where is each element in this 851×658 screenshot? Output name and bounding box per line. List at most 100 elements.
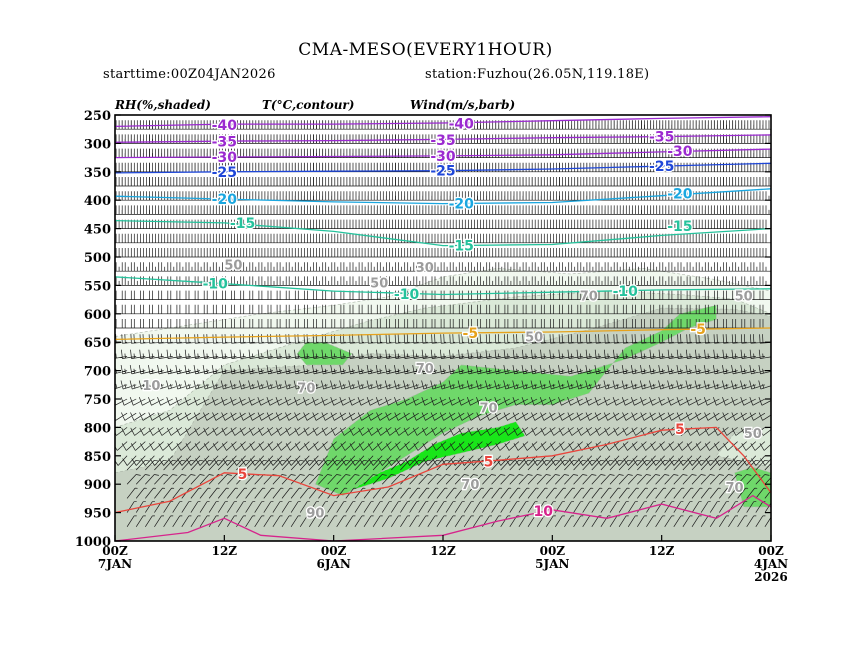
temp-contour-label: -35 <box>430 133 455 149</box>
legend-wind-label: Wind(m/s,barb) <box>410 98 516 112</box>
y-tick-label: 850 <box>84 450 111 465</box>
wind-barb-row <box>115 396 771 406</box>
x-tick-label: 00Z <box>321 544 347 558</box>
y-tick-label: 600 <box>84 308 111 323</box>
wind-barb-layer <box>115 120 771 527</box>
temp-contour-label: -10 <box>613 284 639 300</box>
wind-barb-row <box>115 205 771 215</box>
temp-contour <box>115 494 771 541</box>
temp-contour <box>115 219 771 247</box>
y-tick-label: 650 <box>84 336 111 351</box>
temp-contour-label: -40 <box>212 118 238 134</box>
temp-contour-label: -20 <box>212 192 238 208</box>
wind-barb-row <box>126 459 771 471</box>
temp-contour-label: 5 <box>675 422 685 438</box>
temp-contour-label: -15 <box>449 239 474 255</box>
temp-contour-label: -20 <box>449 197 475 213</box>
rh-contour-label: 30 <box>416 261 434 276</box>
wind-barb-row <box>115 319 771 329</box>
x-tick-date: 4JAN <box>754 557 788 571</box>
x-tick-date: 6JAN <box>317 557 351 571</box>
wind-barb-row <box>115 177 771 187</box>
temp-contour <box>115 188 771 205</box>
y-tick-label: 1000 <box>75 535 111 550</box>
temp-contour <box>115 426 771 514</box>
y-tick-label: 950 <box>84 507 111 522</box>
temp-contour-label: 10 <box>533 504 553 520</box>
legend-rh-label: RH(%,shaded) <box>115 98 211 112</box>
y-tick-label: 400 <box>84 194 111 209</box>
rh-contour-label: 50 <box>735 290 753 305</box>
station-label: station:Fuzhou(26.05N,119.18E) <box>425 67 650 82</box>
legend-temp-label: T(°C,contour) <box>262 98 355 112</box>
temp-contour-label: -35 <box>212 135 237 151</box>
rh-contour-label: 70 <box>416 362 434 377</box>
y-tick-label: 800 <box>84 421 111 436</box>
y-tick-label: 500 <box>84 251 111 266</box>
x-tick-label: 12Z <box>649 544 675 558</box>
rh-contour-label: 70 <box>480 402 498 417</box>
temperature-contour-layer <box>115 116 771 541</box>
wind-barb-row <box>115 349 771 359</box>
temp-contour-label: -30 <box>667 144 693 160</box>
wind-barb-row <box>126 501 771 513</box>
y-tick-label: 350 <box>84 166 111 181</box>
temp-contour-label: -30 <box>212 150 238 166</box>
x-tick-date: 5JAN <box>535 557 569 571</box>
x-tick-label: 12Z <box>430 544 456 558</box>
temp-contour-label: -35 <box>649 130 674 146</box>
y-tick-label: 750 <box>84 393 111 408</box>
temp-contour-label: -20 <box>667 186 693 202</box>
wind-barb-row <box>115 380 771 390</box>
contour-label-layer: -40 -40-35 -35 -35-30 -30 -30-25 -25 -25-20 -20-… <box>141 115 763 523</box>
y-tick-label: 450 <box>84 223 111 238</box>
rh-contour-label: 70 <box>461 478 479 493</box>
temp-contour <box>115 162 771 174</box>
temp-contour-label: -15 <box>667 219 692 235</box>
wind-barb-row <box>126 474 771 485</box>
x-tick-label: 00Z <box>102 544 128 558</box>
x-tick-date: 7JAN <box>98 557 132 571</box>
rh-contour-label: 10 <box>142 379 160 394</box>
temp-contour <box>115 327 771 341</box>
rh-contour-label: 70 <box>297 382 315 397</box>
starttime-label: starttime:00Z04JAN2026 <box>103 67 276 82</box>
wind-barb-row <box>115 120 771 130</box>
temp-contour <box>115 116 771 128</box>
wind-barb-row <box>115 412 771 421</box>
rh-contour-label: 70 <box>726 481 744 496</box>
y-tick-label: 300 <box>84 137 111 152</box>
wind-barb-row <box>115 441 771 451</box>
rh-contour-label: 50 <box>525 331 543 346</box>
temp-contour-label: -30 <box>430 149 456 165</box>
temp-contour-label: -5 <box>463 326 479 342</box>
temp-contour-label: -10 <box>394 287 420 303</box>
temp-contour <box>115 148 771 159</box>
x-tick-label: 00Z <box>540 544 566 558</box>
rh-contour-label: 70 <box>580 290 598 305</box>
y-tick-label: 250 <box>84 109 111 124</box>
rh-contour-label: 90 <box>306 507 324 522</box>
wind-barb-row <box>115 262 771 272</box>
y-tick-label: 700 <box>84 365 111 380</box>
x-tick-label: 00Z <box>758 544 784 558</box>
temp-contour-label: -10 <box>203 277 229 293</box>
y-tick-label: 900 <box>84 478 111 493</box>
wind-barb-row <box>115 290 771 300</box>
temp-contour-label: -25 <box>430 164 455 180</box>
temp-contour-label: 5 <box>484 454 494 470</box>
wind-barb-row <box>115 233 771 244</box>
wind-barb-row <box>115 427 771 436</box>
x-tick-label: 12Z <box>212 544 238 558</box>
temp-contour-label: -40 <box>449 117 475 133</box>
temp-contour-label: -25 <box>649 159 674 175</box>
rh-contour-label: 50 <box>370 277 388 292</box>
rh-contour-label: 50 <box>224 258 242 273</box>
y-tick-label: 550 <box>84 279 111 294</box>
rh-contour-label: 50 <box>744 427 762 442</box>
axes: 2503003504004505005506006507007508008509… <box>75 109 788 584</box>
temp-contour-label: -5 <box>690 322 706 338</box>
temp-contour-label: -25 <box>212 165 237 181</box>
chart-title: CMA-MESO(EVERY1HOUR) <box>298 40 553 60</box>
